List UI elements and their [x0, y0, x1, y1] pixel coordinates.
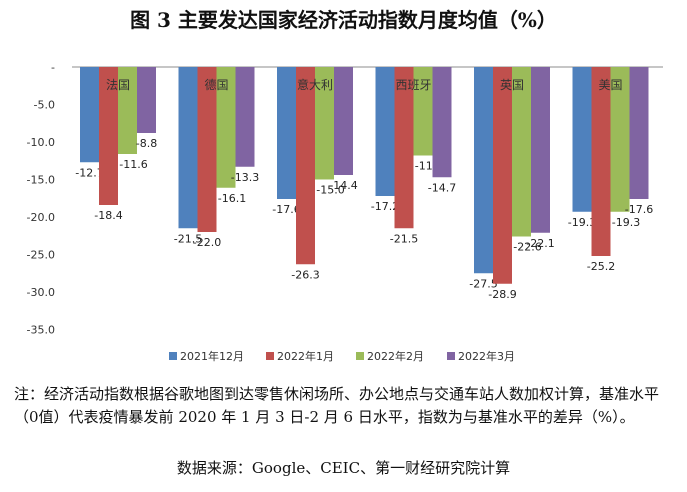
bar: [334, 67, 353, 175]
data-label: -22.6: [513, 241, 541, 254]
y-tick-label: -15.0: [27, 174, 55, 187]
bar: [610, 67, 630, 212]
plot-area: - -5.0 -10.0 -15.0 -20.0 -25.0 -30.0 -35.0 -12.7…: [27, 61, 663, 337]
bar: [118, 67, 137, 154]
data-label: -21.5: [390, 232, 418, 245]
data-label: -28.9: [488, 288, 516, 301]
data-label: -16.1: [218, 192, 246, 205]
bar: [137, 67, 156, 133]
data-label: -19.3: [612, 216, 640, 229]
bar: [572, 67, 592, 212]
bar: [178, 67, 198, 229]
bar: [277, 67, 296, 199]
data-label: -14.4: [329, 179, 357, 192]
bar: [629, 67, 649, 199]
category-label: 西班牙: [395, 78, 431, 92]
bar: [315, 67, 334, 180]
bar: [216, 67, 236, 188]
bar: [493, 67, 512, 284]
data-label: -11.6: [119, 158, 147, 171]
bar: [375, 67, 395, 196]
bar: [413, 67, 433, 156]
legend-swatch: [356, 352, 364, 360]
y-tick-label: -35.0: [27, 324, 55, 337]
chart-title: 图 3 主要发达国家经济活动指数月度均值（%）: [130, 8, 557, 32]
data-label: -22.1: [526, 237, 554, 250]
bar: [432, 67, 452, 178]
category-label: 英国: [500, 78, 524, 92]
legend: 2021年12月 2022年1月 2022年2月 2022年3月: [169, 349, 515, 363]
legend-label: 2021年12月: [180, 349, 244, 363]
bar: [474, 67, 493, 274]
bar: [512, 67, 531, 237]
bar: [235, 67, 255, 167]
data-label: -22.0: [193, 236, 221, 249]
bar: [394, 67, 414, 229]
data-label: -14.7: [428, 181, 456, 194]
bar: [197, 67, 217, 232]
y-tick-label: -25.0: [27, 249, 55, 262]
data-label: -27.5: [469, 277, 497, 290]
category-label: 美国: [598, 78, 622, 92]
y-tick-label: -: [51, 61, 55, 74]
bar: [591, 67, 611, 256]
legend-label: 2022年2月: [367, 349, 424, 363]
data-label: -15.0: [316, 184, 344, 197]
data-label: -21.5: [174, 232, 202, 245]
data-label: -13.3: [231, 171, 259, 184]
y-tick-label: -10.0: [27, 136, 55, 149]
chart-note: 注：经济活动指数根据谷歌地图到达零售休闲场所、办公地点与交通车站人数加权计算，基…: [14, 385, 660, 426]
bar: [80, 67, 99, 163]
legend-label: 2022年1月: [277, 349, 334, 363]
bar-chart: - -5.0 -10.0 -15.0 -20.0 -25.0 -30.0 -35.0 -12.7…: [27, 61, 663, 363]
data-label: -25.2: [587, 260, 615, 273]
y-tick-label: -30.0: [27, 286, 55, 299]
data-label: -12.7: [75, 166, 103, 179]
data-label: -8.8: [136, 137, 157, 150]
data-label: -26.3: [291, 268, 319, 281]
legend-label: 2022年3月: [458, 349, 515, 363]
category-label: 德国: [204, 77, 228, 92]
bar: [531, 67, 550, 233]
data-label: -17.6: [625, 203, 653, 216]
bar: [296, 67, 315, 265]
legend-swatch: [266, 352, 274, 360]
data-label: -17.2: [371, 200, 399, 213]
bar: [99, 67, 118, 205]
category-label: 法国: [106, 78, 130, 92]
category-label: 意大利: [297, 77, 333, 92]
legend-swatch: [169, 352, 177, 360]
data-label: -18.4: [94, 209, 122, 222]
y-tick-label: -20.0: [27, 211, 55, 224]
y-tick-label: -5.0: [34, 99, 55, 112]
legend-swatch: [447, 352, 455, 360]
data-label: -19.3: [568, 216, 596, 229]
data-source: 数据来源：Google、CEIC、第一财经研究院计算: [176, 459, 511, 477]
data-label: -17.6: [272, 203, 300, 216]
